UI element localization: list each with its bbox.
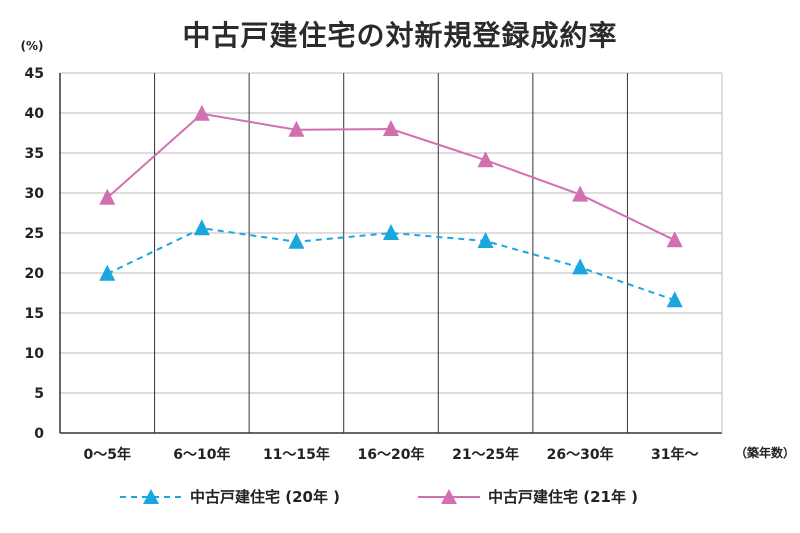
y-axis-unit: (%) — [21, 39, 44, 53]
data-point-1 — [383, 120, 399, 136]
y-tick-label: 20 — [25, 266, 45, 282]
y-tick-label: 25 — [25, 226, 44, 242]
data-point-0 — [288, 232, 305, 249]
x-tick-label: 16～20年 — [358, 446, 425, 463]
x-tick-label: 31年～ — [651, 446, 698, 463]
y-tick-label: 5 — [34, 386, 44, 402]
data-point-1 — [288, 120, 305, 137]
y-tick-label: 40 — [25, 106, 45, 122]
x-tick-label: 6～10年 — [173, 446, 230, 463]
y-tick-label: 10 — [25, 346, 45, 362]
legend-marker-20 — [120, 488, 182, 504]
y-tick-label: 35 — [25, 146, 44, 162]
data-point-0 — [477, 232, 494, 248]
y-tick-label: 0 — [34, 426, 44, 442]
chart-title: 中古戸建住宅の対新規登録成約率 — [182, 19, 618, 52]
legend-label-20: 中古戸建住宅 (20年 ) — [190, 488, 341, 506]
data-point-1 — [477, 151, 494, 168]
legend-item-20: 中古戸建住宅 (20年 ) — [120, 486, 340, 507]
y-tick-label: 45 — [25, 66, 44, 82]
line-chart: 0 5 10 15 20 25 30 35 40 45 0～5年 6～10年 11～15年 16～20年 2… — [21, 39, 796, 463]
x-axis-unit: （築年数） — [735, 445, 795, 460]
data-point-0 — [99, 264, 116, 281]
data-point-0 — [383, 224, 399, 240]
data-point-1 — [193, 104, 210, 121]
y-tick-label: 15 — [25, 306, 44, 322]
data-point-0 — [193, 219, 210, 236]
data-point-1 — [666, 231, 683, 248]
data-point-0 — [666, 291, 683, 308]
x-tick-label: 26～30年 — [547, 446, 614, 463]
y-tick-label: 30 — [25, 186, 45, 202]
data-point-1 — [572, 185, 589, 202]
legend-item-21: 中古戸建住宅 (21年 ) — [418, 486, 638, 507]
legend-marker-21 — [418, 488, 480, 504]
data-point-1 — [99, 188, 116, 205]
x-tick-label: 21～25年 — [452, 446, 519, 463]
x-tick-label: 11～15年 — [263, 446, 330, 463]
data-point-0 — [572, 258, 589, 275]
legend-label-21: 中古戸建住宅 (21年 ) — [488, 488, 639, 506]
x-tick-label: 0～5年 — [84, 446, 131, 463]
